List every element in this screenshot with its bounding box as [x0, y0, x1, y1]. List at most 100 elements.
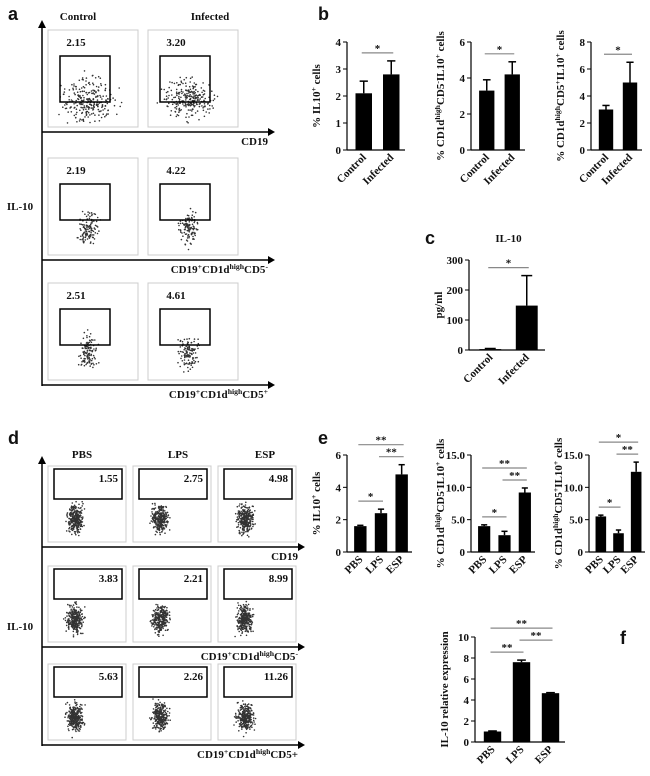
- event-dot: [165, 619, 168, 621]
- event-dot: [245, 613, 248, 615]
- event-dot: [162, 622, 165, 625]
- label: % IL10+ cells: [309, 471, 324, 535]
- event-dot: [66, 720, 69, 722]
- event-dot: [81, 77, 84, 79]
- event-dot: [159, 623, 162, 626]
- event-dot: [149, 522, 151, 524]
- y-tick-label: 4: [460, 73, 466, 85]
- event-dot: [87, 108, 90, 110]
- event-dot: [193, 359, 195, 362]
- event-dot: [195, 96, 198, 99]
- event-dot: [193, 99, 196, 102]
- event-dot: [156, 516, 158, 518]
- event-dot: [86, 351, 89, 353]
- x-tick-label: Infected: [361, 152, 397, 188]
- event-dot: [235, 714, 237, 716]
- event-dot: [155, 706, 157, 709]
- event-dot: [152, 615, 154, 618]
- event-dot: [248, 506, 251, 509]
- x-tick-label: LPS: [363, 554, 386, 577]
- event-dot: [197, 338, 199, 341]
- event-dot: [166, 606, 168, 609]
- event-dot: [159, 531, 161, 534]
- event-dot: [190, 364, 192, 367]
- event-dot: [88, 103, 91, 105]
- event-dot: [166, 524, 168, 526]
- event-dot: [104, 115, 106, 118]
- event-dot: [100, 84, 103, 87]
- event-dot: [162, 521, 164, 523]
- event-dot: [188, 116, 190, 118]
- event-dot: [165, 521, 167, 523]
- x-arrow: [298, 741, 305, 749]
- bar: [483, 731, 502, 742]
- event-dot: [68, 526, 71, 529]
- event-dot: [167, 516, 169, 519]
- event-dot: [86, 329, 89, 331]
- event-dot: [249, 509, 251, 511]
- event-dot: [181, 360, 184, 362]
- event-dot: [241, 715, 243, 717]
- event-dot: [155, 711, 158, 713]
- event-dot: [73, 508, 75, 511]
- event-dot: [239, 531, 241, 533]
- event-dot: [63, 91, 66, 93]
- event-dot: [245, 627, 248, 630]
- event-dot: [83, 86, 86, 89]
- event-dot: [237, 720, 239, 722]
- event-dot: [240, 625, 242, 627]
- label-part: cells: [311, 63, 323, 87]
- event-dot: [90, 90, 93, 92]
- event-dot: [175, 88, 178, 91]
- event-dot: [252, 525, 254, 528]
- event-dot: [67, 625, 70, 628]
- event-dot: [75, 625, 78, 627]
- event-dot: [194, 348, 196, 350]
- event-dot: [247, 609, 249, 611]
- event-dot: [151, 511, 153, 513]
- event-dot: [67, 618, 69, 621]
- event-dot: [238, 510, 240, 513]
- event-dot: [203, 103, 206, 105]
- event-dot: [107, 97, 109, 100]
- event-dot: [102, 95, 104, 97]
- event-dot: [241, 628, 244, 631]
- event-dot: [72, 726, 75, 729]
- event-dot: [84, 606, 86, 608]
- event-dot: [76, 521, 78, 524]
- event-dot: [78, 622, 81, 624]
- event-dot: [243, 528, 245, 530]
- event-dot: [81, 518, 83, 521]
- event-dot: [180, 109, 182, 111]
- event-dot: [67, 723, 70, 726]
- event-dot: [241, 611, 244, 614]
- event-dot: [155, 530, 157, 533]
- event-dot: [84, 116, 86, 118]
- event-dot: [62, 618, 65, 620]
- event-dot: [89, 121, 91, 124]
- event-dot: [72, 527, 75, 530]
- event-dot: [65, 624, 68, 627]
- event-dot: [190, 233, 193, 236]
- event-dot: [153, 624, 156, 626]
- event-dot: [154, 515, 157, 517]
- event-dot: [238, 516, 241, 519]
- y-tick-label: 100: [447, 315, 464, 327]
- event-dot: [75, 524, 78, 526]
- event-dot: [169, 517, 171, 519]
- event-dot: [82, 237, 84, 240]
- event-dot: [166, 629, 169, 631]
- event-dot: [80, 719, 83, 721]
- event-dot: [240, 507, 243, 509]
- event-dot: [246, 526, 249, 528]
- event-dot: [84, 227, 87, 230]
- event-dot: [188, 345, 191, 348]
- event-dot: [76, 111, 78, 114]
- event-dot: [174, 96, 177, 98]
- event-dot: [243, 620, 245, 623]
- event-dot: [95, 347, 97, 350]
- event-dot: [100, 83, 102, 85]
- event-dot: [156, 607, 158, 609]
- event-dot: [160, 606, 162, 609]
- event-dot: [184, 93, 186, 95]
